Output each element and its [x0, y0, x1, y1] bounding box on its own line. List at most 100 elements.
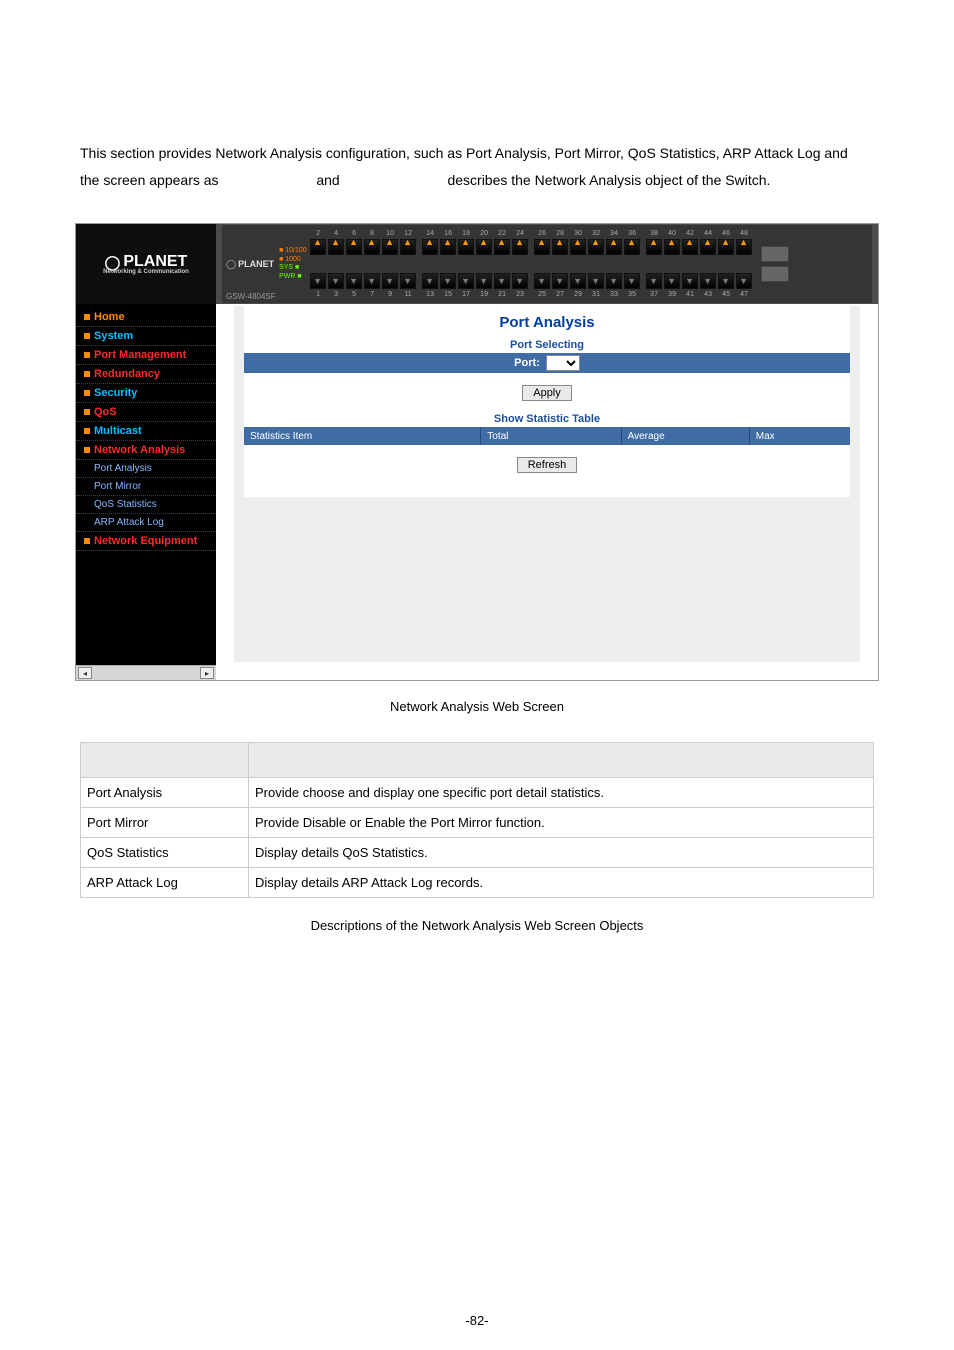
port-number-top: 46 — [718, 230, 734, 237]
refresh-button[interactable]: Refresh — [517, 457, 578, 473]
sfp-slots — [761, 239, 789, 289]
port-jack-top[interactable] — [422, 239, 438, 255]
port-number-bot: 35 — [624, 291, 640, 298]
port-jack-top[interactable] — [682, 239, 698, 255]
port-number-top: 28 — [552, 230, 568, 237]
port-number-top: 30 — [570, 230, 586, 237]
led-pwr: PWR ■ — [279, 273, 307, 281]
port-number-bot: 31 — [588, 291, 604, 298]
port-jack-bot[interactable] — [328, 273, 344, 289]
port-jack-top[interactable] — [494, 239, 510, 255]
page: This section provides Network Analysis c… — [0, 140, 954, 1328]
sidebar-subitem-qos-statistics[interactable]: QoS Statistics — [76, 496, 216, 514]
port-jack-bot[interactable] — [646, 273, 662, 289]
port-jack-top[interactable] — [664, 239, 680, 255]
port-number-top: 32 — [588, 230, 604, 237]
port-jack-top[interactable] — [458, 239, 474, 255]
port-jack-bot[interactable] — [476, 273, 492, 289]
port-jack-top[interactable] — [552, 239, 568, 255]
port-jack-top[interactable] — [606, 239, 622, 255]
port-jack-bot[interactable] — [494, 273, 510, 289]
sidebar-item-label: Redundancy — [94, 368, 160, 380]
port-jack-bot[interactable] — [570, 273, 586, 289]
table-row: Port AnalysisProvide choose and display … — [81, 778, 874, 808]
sidebar-item-security[interactable]: Security — [76, 384, 216, 403]
sidebar-scrollbar[interactable]: ◂ ▸ — [76, 665, 216, 680]
port-column: 21 — [310, 239, 326, 289]
port-jack-top[interactable] — [736, 239, 752, 255]
port-jack-top[interactable] — [512, 239, 528, 255]
port-jack-bot[interactable] — [310, 273, 326, 289]
port-jack-bot[interactable] — [624, 273, 640, 289]
port-jack-top[interactable] — [588, 239, 604, 255]
port-jack-bot[interactable] — [552, 273, 568, 289]
sidebar-item-redundancy[interactable]: Redundancy — [76, 365, 216, 384]
port-jack-bot[interactable] — [664, 273, 680, 289]
port-jack-bot[interactable] — [400, 273, 416, 289]
sidebar-item-label: Network Analysis — [94, 444, 185, 456]
sidebar-item-qos[interactable]: QoS — [76, 403, 216, 422]
port-column: 3837 — [646, 239, 662, 289]
scroll-left-icon[interactable]: ◂ — [78, 667, 92, 679]
port-jack-top[interactable] — [400, 239, 416, 255]
port-jack-top[interactable] — [310, 239, 326, 255]
port-jack-top[interactable] — [646, 239, 662, 255]
port-jack-top[interactable] — [328, 239, 344, 255]
port-jack-bot[interactable] — [534, 273, 550, 289]
port-jack-top[interactable] — [382, 239, 398, 255]
port-jack-top[interactable] — [476, 239, 492, 255]
port-column: 4241 — [682, 239, 698, 289]
port-jack-top[interactable] — [718, 239, 734, 255]
port-jack-top[interactable] — [364, 239, 380, 255]
scroll-right-icon[interactable]: ▸ — [200, 667, 214, 679]
port-number-top: 40 — [664, 230, 680, 237]
port-group: 141316151817201922212423 — [422, 239, 528, 289]
port-jack-bot[interactable] — [700, 273, 716, 289]
bullet-icon — [84, 409, 90, 415]
sidebar-item-system[interactable]: System — [76, 327, 216, 346]
port-jack-bot[interactable] — [606, 273, 622, 289]
sidebar-item-multicast[interactable]: Multicast — [76, 422, 216, 441]
port-jack-bot[interactable] — [382, 273, 398, 289]
port-number-top: 6 — [346, 230, 362, 237]
sidebar-item-network-analysis[interactable]: Network Analysis — [76, 441, 216, 460]
port-jack-top[interactable] — [440, 239, 456, 255]
sidebar-item-home[interactable]: Home — [76, 308, 216, 327]
sidebar-subitem-port-mirror[interactable]: Port Mirror — [76, 478, 216, 496]
port-jack-top[interactable] — [570, 239, 586, 255]
sidebar-subitem-arp-attack-log[interactable]: ARP Attack Log — [76, 514, 216, 532]
sidebar-item-port-management[interactable]: Port Management — [76, 346, 216, 365]
port-jack-bot[interactable] — [346, 273, 362, 289]
port-dropdown[interactable] — [546, 355, 580, 371]
apply-button[interactable]: Apply — [522, 385, 572, 401]
port-jack-bot[interactable] — [422, 273, 438, 289]
sidebar-item-network-equipment[interactable]: Network Equipment — [76, 532, 216, 551]
sidebar-nav: HomeSystemPort Management Redundancy Secur… — [76, 304, 216, 680]
port-number-top: 42 — [682, 230, 698, 237]
port-select-row: Port: — [244, 353, 850, 373]
port-jack-top[interactable] — [346, 239, 362, 255]
port-jack-bot[interactable] — [682, 273, 698, 289]
brand-logo: ◯ PLANET Networking & Communication — [76, 224, 216, 304]
port-jack-bot[interactable] — [588, 273, 604, 289]
port-jack-bot[interactable] — [718, 273, 734, 289]
port-column: 65 — [346, 239, 362, 289]
port-jack-top[interactable] — [700, 239, 716, 255]
sidebar-subitem-port-analysis[interactable]: Port Analysis — [76, 460, 216, 478]
port-jack-top[interactable] — [534, 239, 550, 255]
port-column: 2221 — [494, 239, 510, 289]
bullet-icon — [84, 428, 90, 434]
port-number-bot: 19 — [476, 291, 492, 298]
main-inner-bg: Port Analysis Port Selecting Port: Apply… — [234, 306, 860, 662]
port-jack-bot[interactable] — [440, 273, 456, 289]
port-number-top: 48 — [736, 230, 752, 237]
port-jack-bot[interactable] — [458, 273, 474, 289]
port-number-bot: 41 — [682, 291, 698, 298]
port-label: Port: — [514, 357, 540, 369]
port-jack-bot[interactable] — [512, 273, 528, 289]
port-jack-bot[interactable] — [736, 273, 752, 289]
port-column: 1615 — [440, 239, 456, 289]
port-jack-bot[interactable] — [364, 273, 380, 289]
port-column: 3231 — [588, 239, 604, 289]
port-jack-top[interactable] — [624, 239, 640, 255]
